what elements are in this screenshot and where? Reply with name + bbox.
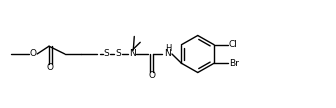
Text: N: N — [129, 49, 136, 59]
Text: N: N — [165, 49, 171, 59]
Text: Cl: Cl — [228, 40, 237, 49]
Text: O: O — [148, 71, 155, 80]
Text: S: S — [103, 49, 110, 59]
Text: O: O — [47, 63, 54, 72]
Text: O: O — [30, 49, 37, 59]
Text: H: H — [165, 44, 171, 53]
Text: Br: Br — [229, 59, 239, 68]
Text: S: S — [116, 49, 121, 59]
